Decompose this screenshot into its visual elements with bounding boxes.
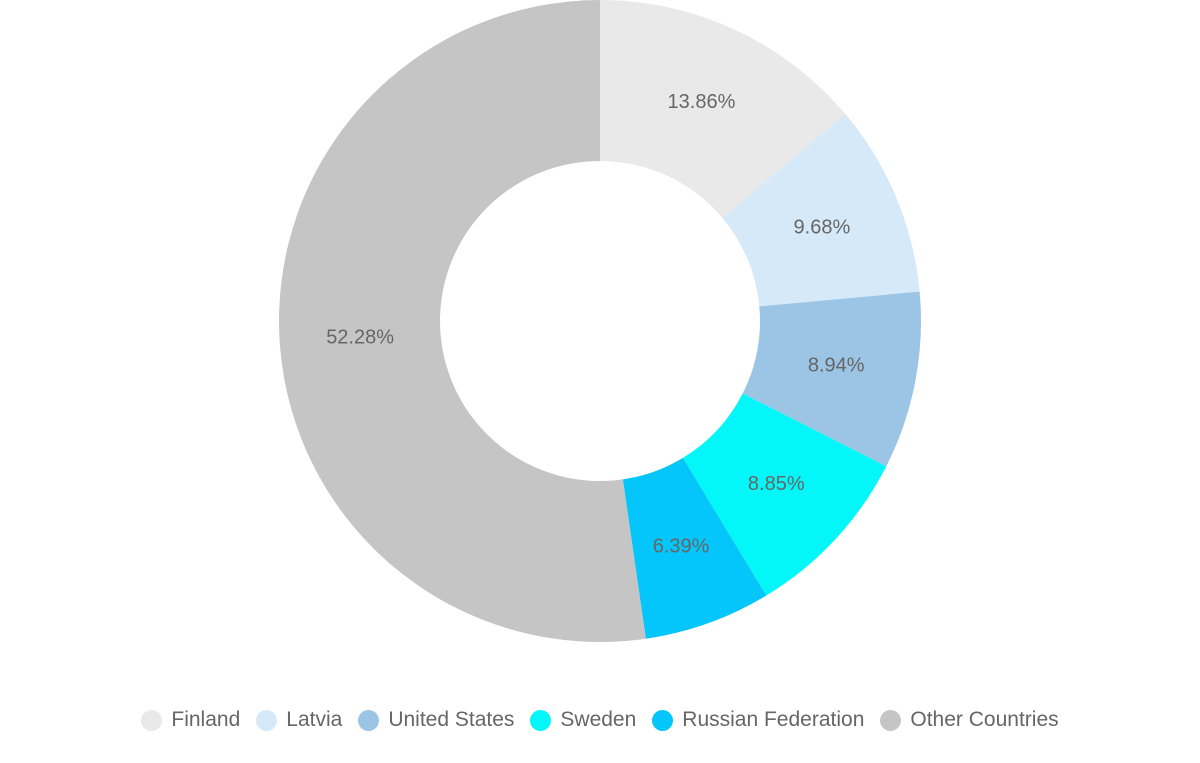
- legend-item-latvia[interactable]: Latvia: [256, 708, 342, 732]
- legend-label: United States: [388, 708, 515, 731]
- legend-label: Russian Federation: [682, 708, 865, 731]
- legend-label: Finland: [171, 708, 241, 731]
- chart-legend: Finland Latvia United States Sweden Russ…: [0, 704, 1200, 736]
- legend-item-russian-federation[interactable]: Russian Federation: [652, 708, 864, 732]
- legend-item-sweden[interactable]: Sweden: [530, 708, 636, 732]
- legend-label: Other Countries: [910, 708, 1059, 731]
- donut-slices: [279, 0, 921, 642]
- slice-labels: 13.86% 9.68% 8.94% 8.85% 6.39% 52.28%: [326, 91, 865, 557]
- slice-value-label: 9.68%: [794, 217, 851, 239]
- donut-chart: 13.86% 9.68% 8.94% 8.85% 6.39% 52.28%: [279, 0, 921, 642]
- slice-value-label: 6.39%: [653, 536, 710, 558]
- slice-value-label: 13.86%: [668, 91, 736, 113]
- slice-russian-federation[interactable]: [622, 457, 767, 639]
- legend-swatch-icon: [358, 709, 380, 731]
- legend-item-finland[interactable]: Finland: [141, 708, 240, 732]
- legend-swatch-icon: [530, 709, 552, 731]
- slice-latvia[interactable]: [722, 114, 920, 307]
- slice-sweden[interactable]: [682, 393, 887, 596]
- slice-united-states[interactable]: [742, 291, 921, 467]
- slice-value-label: 52.28%: [326, 326, 394, 348]
- slice-value-label: 8.94%: [808, 354, 865, 376]
- slice-finland[interactable]: [600, 0, 846, 218]
- slice-value-label: 8.85%: [748, 473, 805, 495]
- legend-item-united-states[interactable]: United States: [358, 708, 514, 732]
- legend-swatch-icon: [141, 709, 163, 731]
- legend-swatch-icon: [256, 709, 278, 731]
- slice-other-countries[interactable]: [279, 0, 646, 642]
- legend-swatch-icon: [652, 709, 674, 731]
- legend-swatch-icon: [880, 709, 902, 731]
- legend-label: Latvia: [286, 708, 343, 731]
- legend-item-other-countries[interactable]: Other Countries: [880, 708, 1059, 732]
- legend-label: Sweden: [560, 708, 637, 731]
